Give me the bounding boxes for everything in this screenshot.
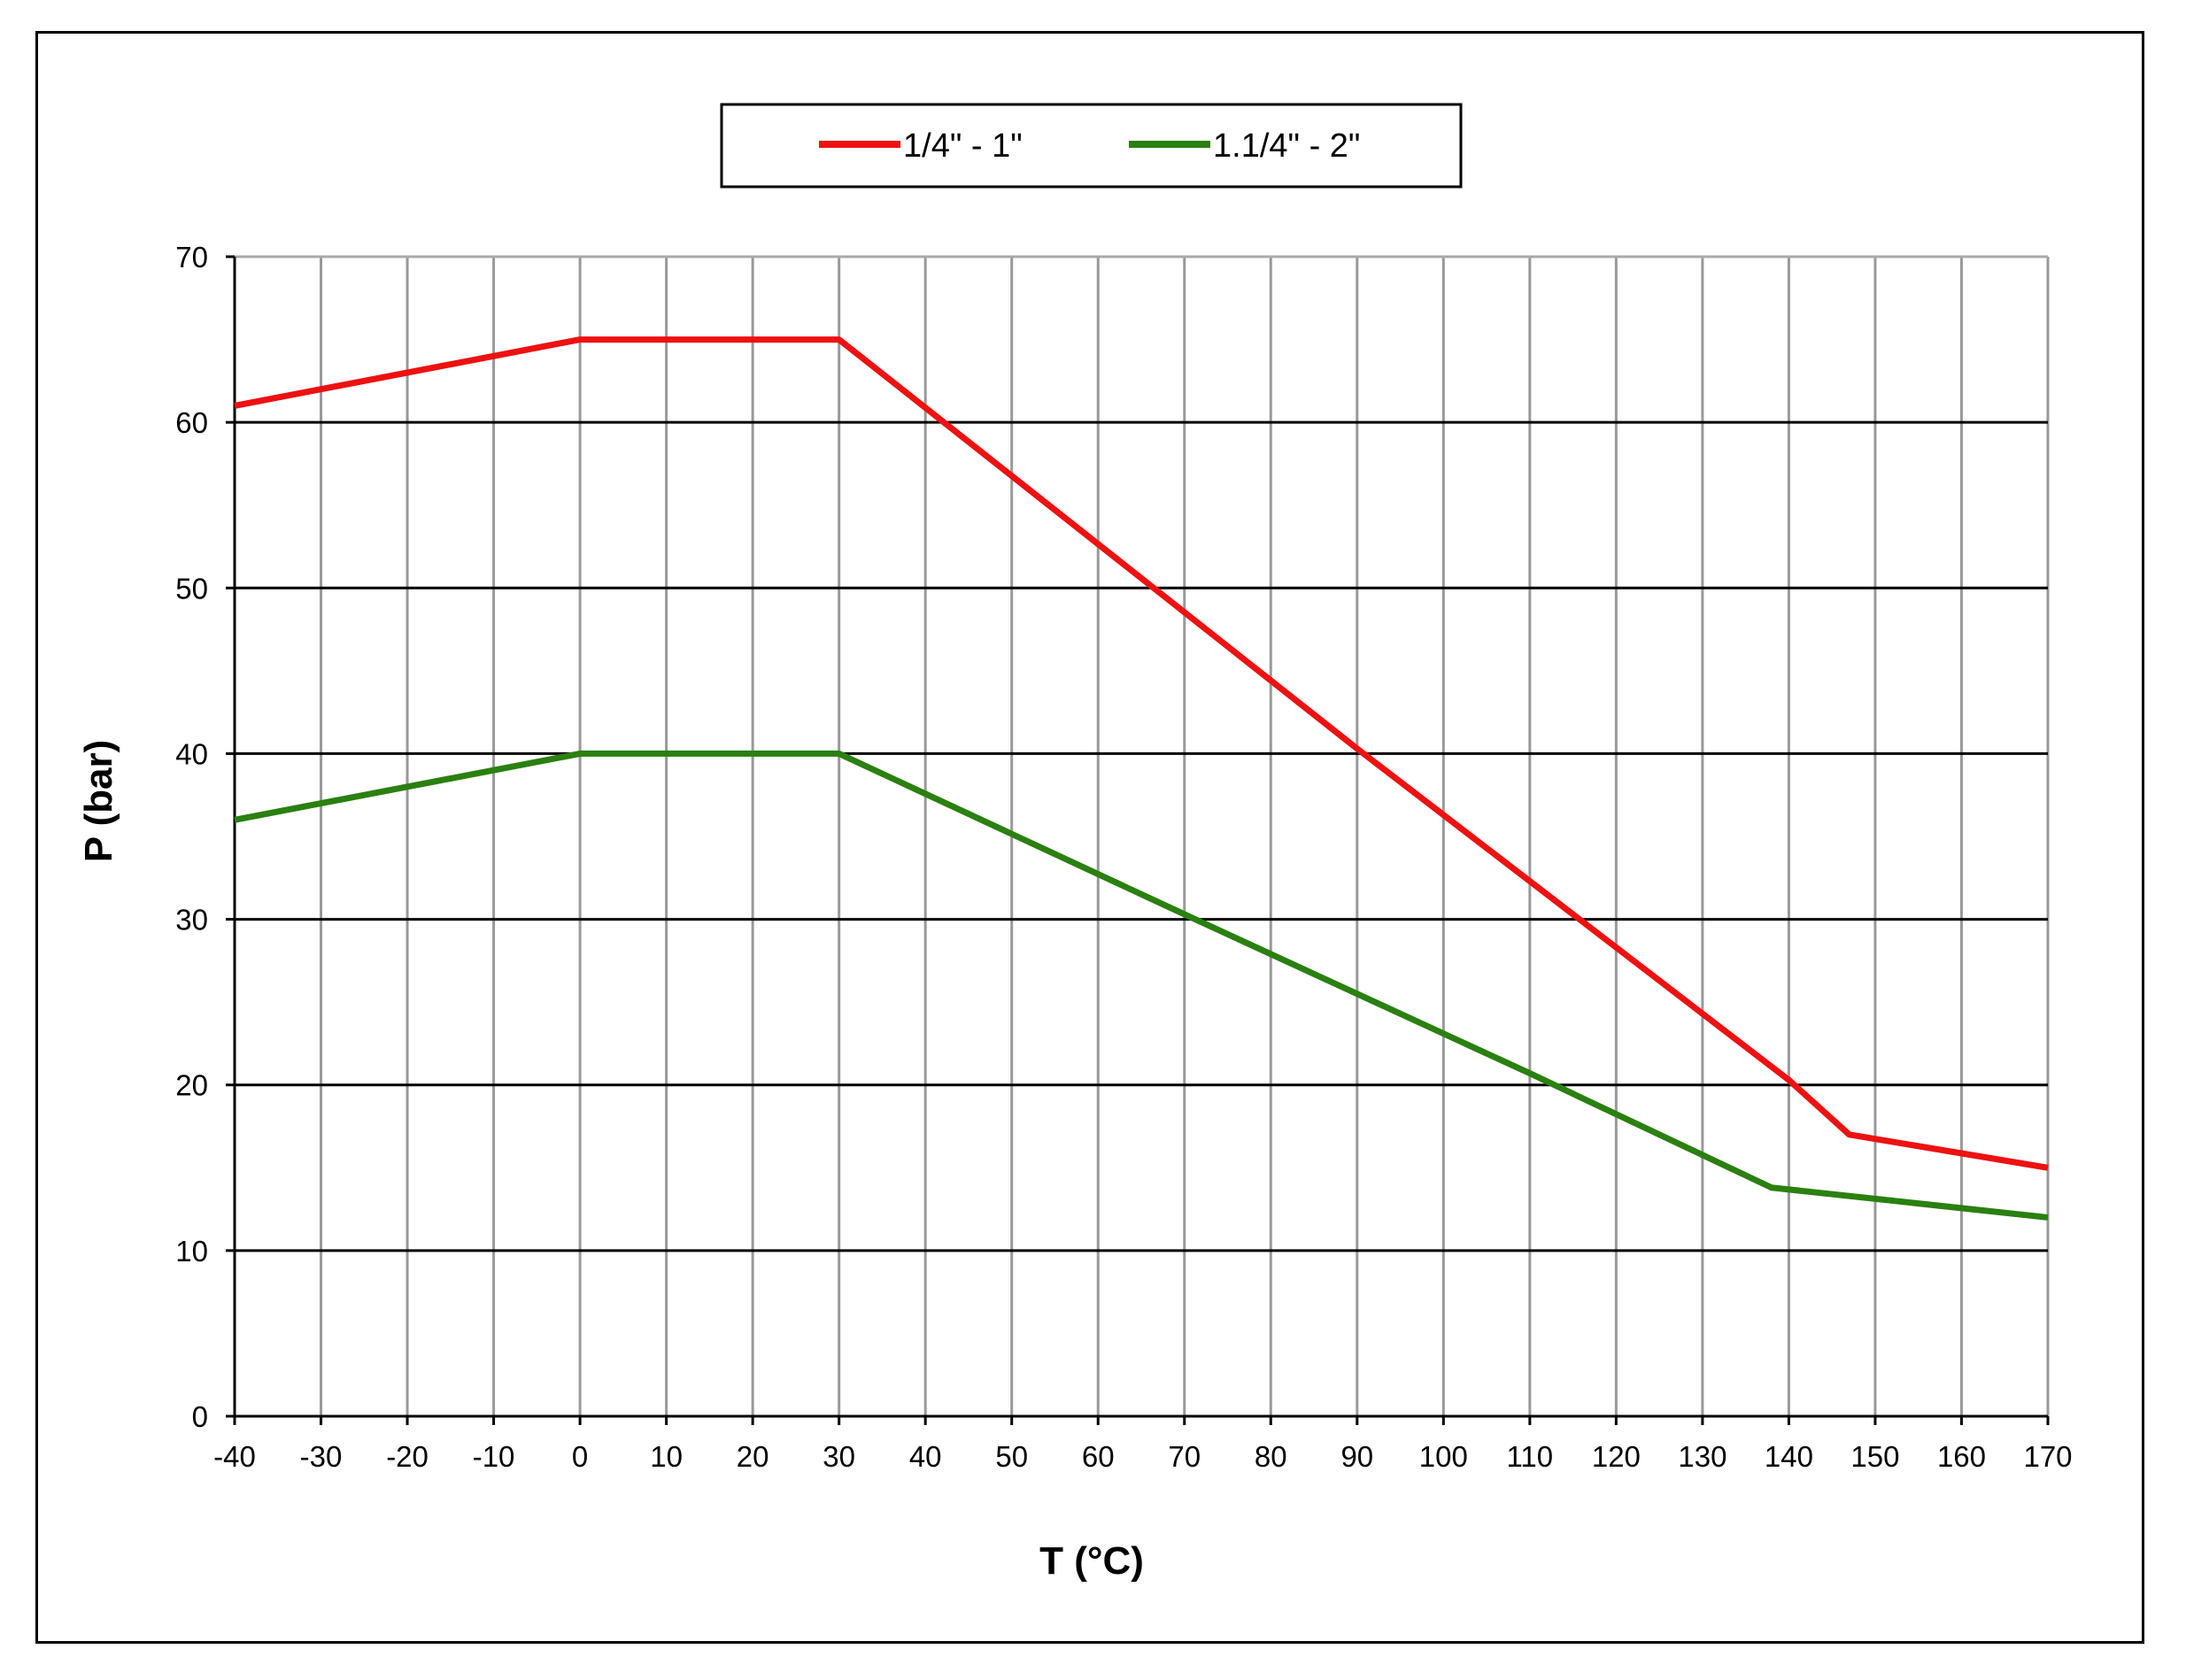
x-tick-label: 40 bbox=[909, 1440, 942, 1473]
y-tick-label: 50 bbox=[175, 572, 208, 605]
series-lines bbox=[234, 336, 2049, 1221]
x-tick-label: -20 bbox=[386, 1440, 429, 1473]
x-tick-label: 10 bbox=[650, 1440, 683, 1473]
x-tick-label: 140 bbox=[1765, 1440, 1813, 1473]
x-tick-label: -10 bbox=[473, 1440, 515, 1473]
y-tick-label: 60 bbox=[175, 406, 208, 439]
x-tick-label: 0 bbox=[572, 1440, 588, 1473]
y-tick-label: 40 bbox=[175, 737, 208, 770]
x-tick-label: 150 bbox=[1850, 1440, 1899, 1473]
x-tick-label: 160 bbox=[1937, 1440, 1986, 1473]
x-tick-label: 20 bbox=[737, 1440, 769, 1473]
x-tick-label: 170 bbox=[2023, 1440, 2072, 1473]
legend-label-series-2: 1.1/4" - 2" bbox=[1213, 127, 1360, 165]
x-tick-label: 50 bbox=[995, 1440, 1028, 1473]
grid bbox=[235, 255, 2050, 1416]
x-tick-label: 70 bbox=[1168, 1440, 1201, 1473]
axes: -40 -30 -20 -10 0 10 20 30 40 50 60 70 80 90 100 110 120… bbox=[175, 241, 2072, 1473]
x-tick-label: 80 bbox=[1255, 1440, 1287, 1473]
y-tick-label: 70 bbox=[175, 241, 208, 274]
legend-label-series-1: 1/4" - 1" bbox=[903, 127, 1023, 165]
x-tick-label: 60 bbox=[1082, 1440, 1115, 1473]
x-tick-label: 30 bbox=[823, 1440, 855, 1473]
legend: 1/4" - 1" 1.1/4" - 2" bbox=[720, 103, 1463, 189]
x-tick-label: 120 bbox=[1592, 1440, 1641, 1473]
x-tick-label: 90 bbox=[1340, 1440, 1373, 1473]
x-tick-label: -40 bbox=[213, 1440, 256, 1473]
x-tick-label: 100 bbox=[1419, 1440, 1468, 1473]
x-tick-label: 110 bbox=[1507, 1440, 1554, 1473]
y-tick-label: 0 bbox=[192, 1400, 208, 1433]
y-tick-label: 30 bbox=[175, 904, 208, 936]
series-line-1 bbox=[234, 336, 2049, 1171]
chart-frame bbox=[35, 31, 2144, 1644]
series-line-2 bbox=[234, 750, 2049, 1221]
x-axis-title: T (°C) bbox=[1039, 1539, 1144, 1583]
x-tick-label: -30 bbox=[300, 1440, 343, 1473]
y-tick-label: 20 bbox=[175, 1069, 208, 1102]
x-tick-label: 130 bbox=[1678, 1440, 1726, 1473]
y-tick-label: 10 bbox=[175, 1235, 208, 1268]
y-axis-title: P (bar) bbox=[77, 740, 120, 863]
